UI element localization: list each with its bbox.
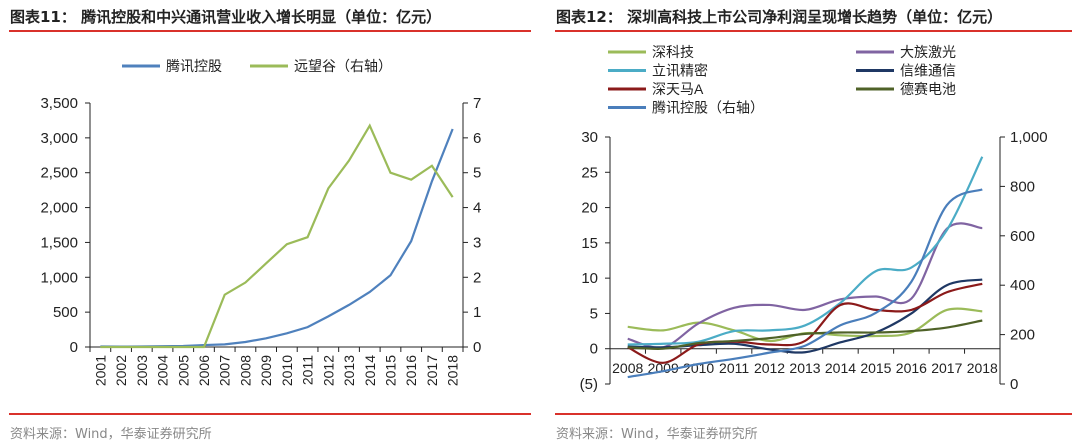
x-tick-label: 2006 — [196, 355, 212, 386]
y2-tick-label: 0 — [1010, 376, 1018, 393]
x-tick-label: 2009 — [258, 355, 274, 386]
series-line-6 — [627, 319, 983, 350]
figure-11-source: 资料来源：Wind，华泰证券研究所 — [10, 427, 212, 442]
y2-tick-label: 1,000 — [1010, 129, 1048, 146]
x-tick-label: 2013 — [341, 355, 357, 386]
legend-label: 腾讯控股（右轴） — [652, 100, 764, 116]
x-tick-label: 2005 — [175, 355, 191, 386]
x-tick-label: 2015 — [860, 360, 891, 376]
y-tick-label: 0 — [590, 341, 598, 358]
x-tick-label: 2014 — [825, 360, 856, 376]
x-tick-label: 2011 — [300, 355, 316, 385]
legend-label: 远望谷（右轴） — [294, 58, 392, 74]
y-tick-label: 2,000 — [40, 200, 78, 217]
x-tick-label: 2010 — [683, 360, 714, 376]
series-line-2 — [100, 123, 454, 349]
x-tick-label: 2018 — [967, 360, 998, 376]
x-tick-label: 2016 — [403, 355, 419, 386]
legend-label: 信维通信 — [900, 63, 956, 79]
figure-12-title: 图表12： 深圳高科技上市公司净利润呈现增长趋势（单位：亿元） — [556, 8, 1003, 26]
y-tick-label: 500 — [53, 304, 78, 321]
title-divider — [9, 30, 531, 32]
y-tick-label: 3,000 — [40, 130, 78, 147]
y-tick-label: 0 — [70, 339, 78, 356]
y-tick-label: 20 — [581, 200, 598, 217]
y2-tick-label: 6 — [473, 130, 481, 147]
x-tick-label: 2008 — [612, 360, 643, 376]
series-line-1 — [100, 128, 454, 348]
y-tick-label: 1,500 — [40, 234, 78, 251]
y-tick-label: 25 — [581, 164, 598, 181]
y2-tick-label: 400 — [1010, 277, 1035, 294]
x-tick-label: 2012 — [320, 355, 336, 386]
x-tick-label: 2003 — [134, 355, 150, 386]
y2-tick-label: 7 — [473, 95, 481, 112]
x-tick-label: 2018 — [445, 355, 461, 386]
y-tick-label: 10 — [581, 270, 598, 287]
y2-tick-label: 2 — [473, 269, 481, 286]
series-line-2 — [627, 222, 983, 349]
x-tick-label: 2017 — [931, 360, 962, 376]
y-tick-label: 1,000 — [40, 269, 78, 286]
y2-tick-label: 1 — [473, 304, 481, 321]
y-tick-label: 15 — [581, 235, 598, 252]
series-line-7 — [627, 188, 983, 379]
y-tick-label: 2,500 — [40, 165, 78, 182]
x-tick-label: 2012 — [754, 360, 785, 376]
x-tick-label: 2017 — [424, 355, 440, 386]
legend-label: 深科技 — [652, 44, 694, 60]
title-divider — [555, 30, 1072, 32]
x-tick-label: 2008 — [237, 355, 253, 386]
source-divider — [9, 413, 531, 415]
y-tick-label: 5 — [590, 305, 598, 322]
x-tick-label: 2015 — [382, 355, 398, 386]
x-tick-label: 2010 — [279, 355, 295, 386]
y2-tick-label: 600 — [1010, 228, 1035, 245]
x-tick-label: 2001 — [92, 355, 108, 386]
series-line-3 — [627, 156, 984, 346]
y-tick-label: 3,500 — [40, 95, 78, 112]
y2-tick-label: 4 — [473, 200, 481, 217]
legend-label: 大族激光 — [900, 44, 956, 60]
legend-label: 立讯精密 — [652, 63, 708, 79]
y-tick-label: 30 — [581, 129, 598, 146]
y2-tick-label: 5 — [473, 165, 481, 182]
x-tick-label: 2002 — [113, 355, 129, 386]
figure-12-source: 资料来源：Wind，华泰证券研究所 — [556, 427, 758, 442]
y2-tick-label: 200 — [1010, 327, 1035, 344]
legend-label: 腾讯控股 — [166, 58, 222, 74]
x-tick-label: 2004 — [155, 355, 171, 386]
source-divider — [555, 413, 1072, 415]
x-tick-label: 2011 — [719, 360, 749, 376]
y2-tick-label: 0 — [473, 339, 481, 356]
y2-tick-label: 800 — [1010, 178, 1035, 195]
figure-11-title: 图表11： 腾讯控股和中兴通讯营业收入增长明显（单位：亿元） — [10, 8, 442, 26]
x-tick-label: 2007 — [217, 355, 233, 386]
series-line-5 — [627, 282, 983, 364]
x-tick-label: 2016 — [896, 360, 927, 376]
y-tick-label: (5) — [580, 376, 598, 393]
legend-label: 德赛电池 — [900, 81, 956, 97]
x-tick-label: 2014 — [362, 355, 378, 386]
legend-label: 深天马A — [652, 81, 704, 97]
x-tick-label: 2013 — [789, 360, 820, 376]
y2-tick-label: 3 — [473, 234, 481, 251]
